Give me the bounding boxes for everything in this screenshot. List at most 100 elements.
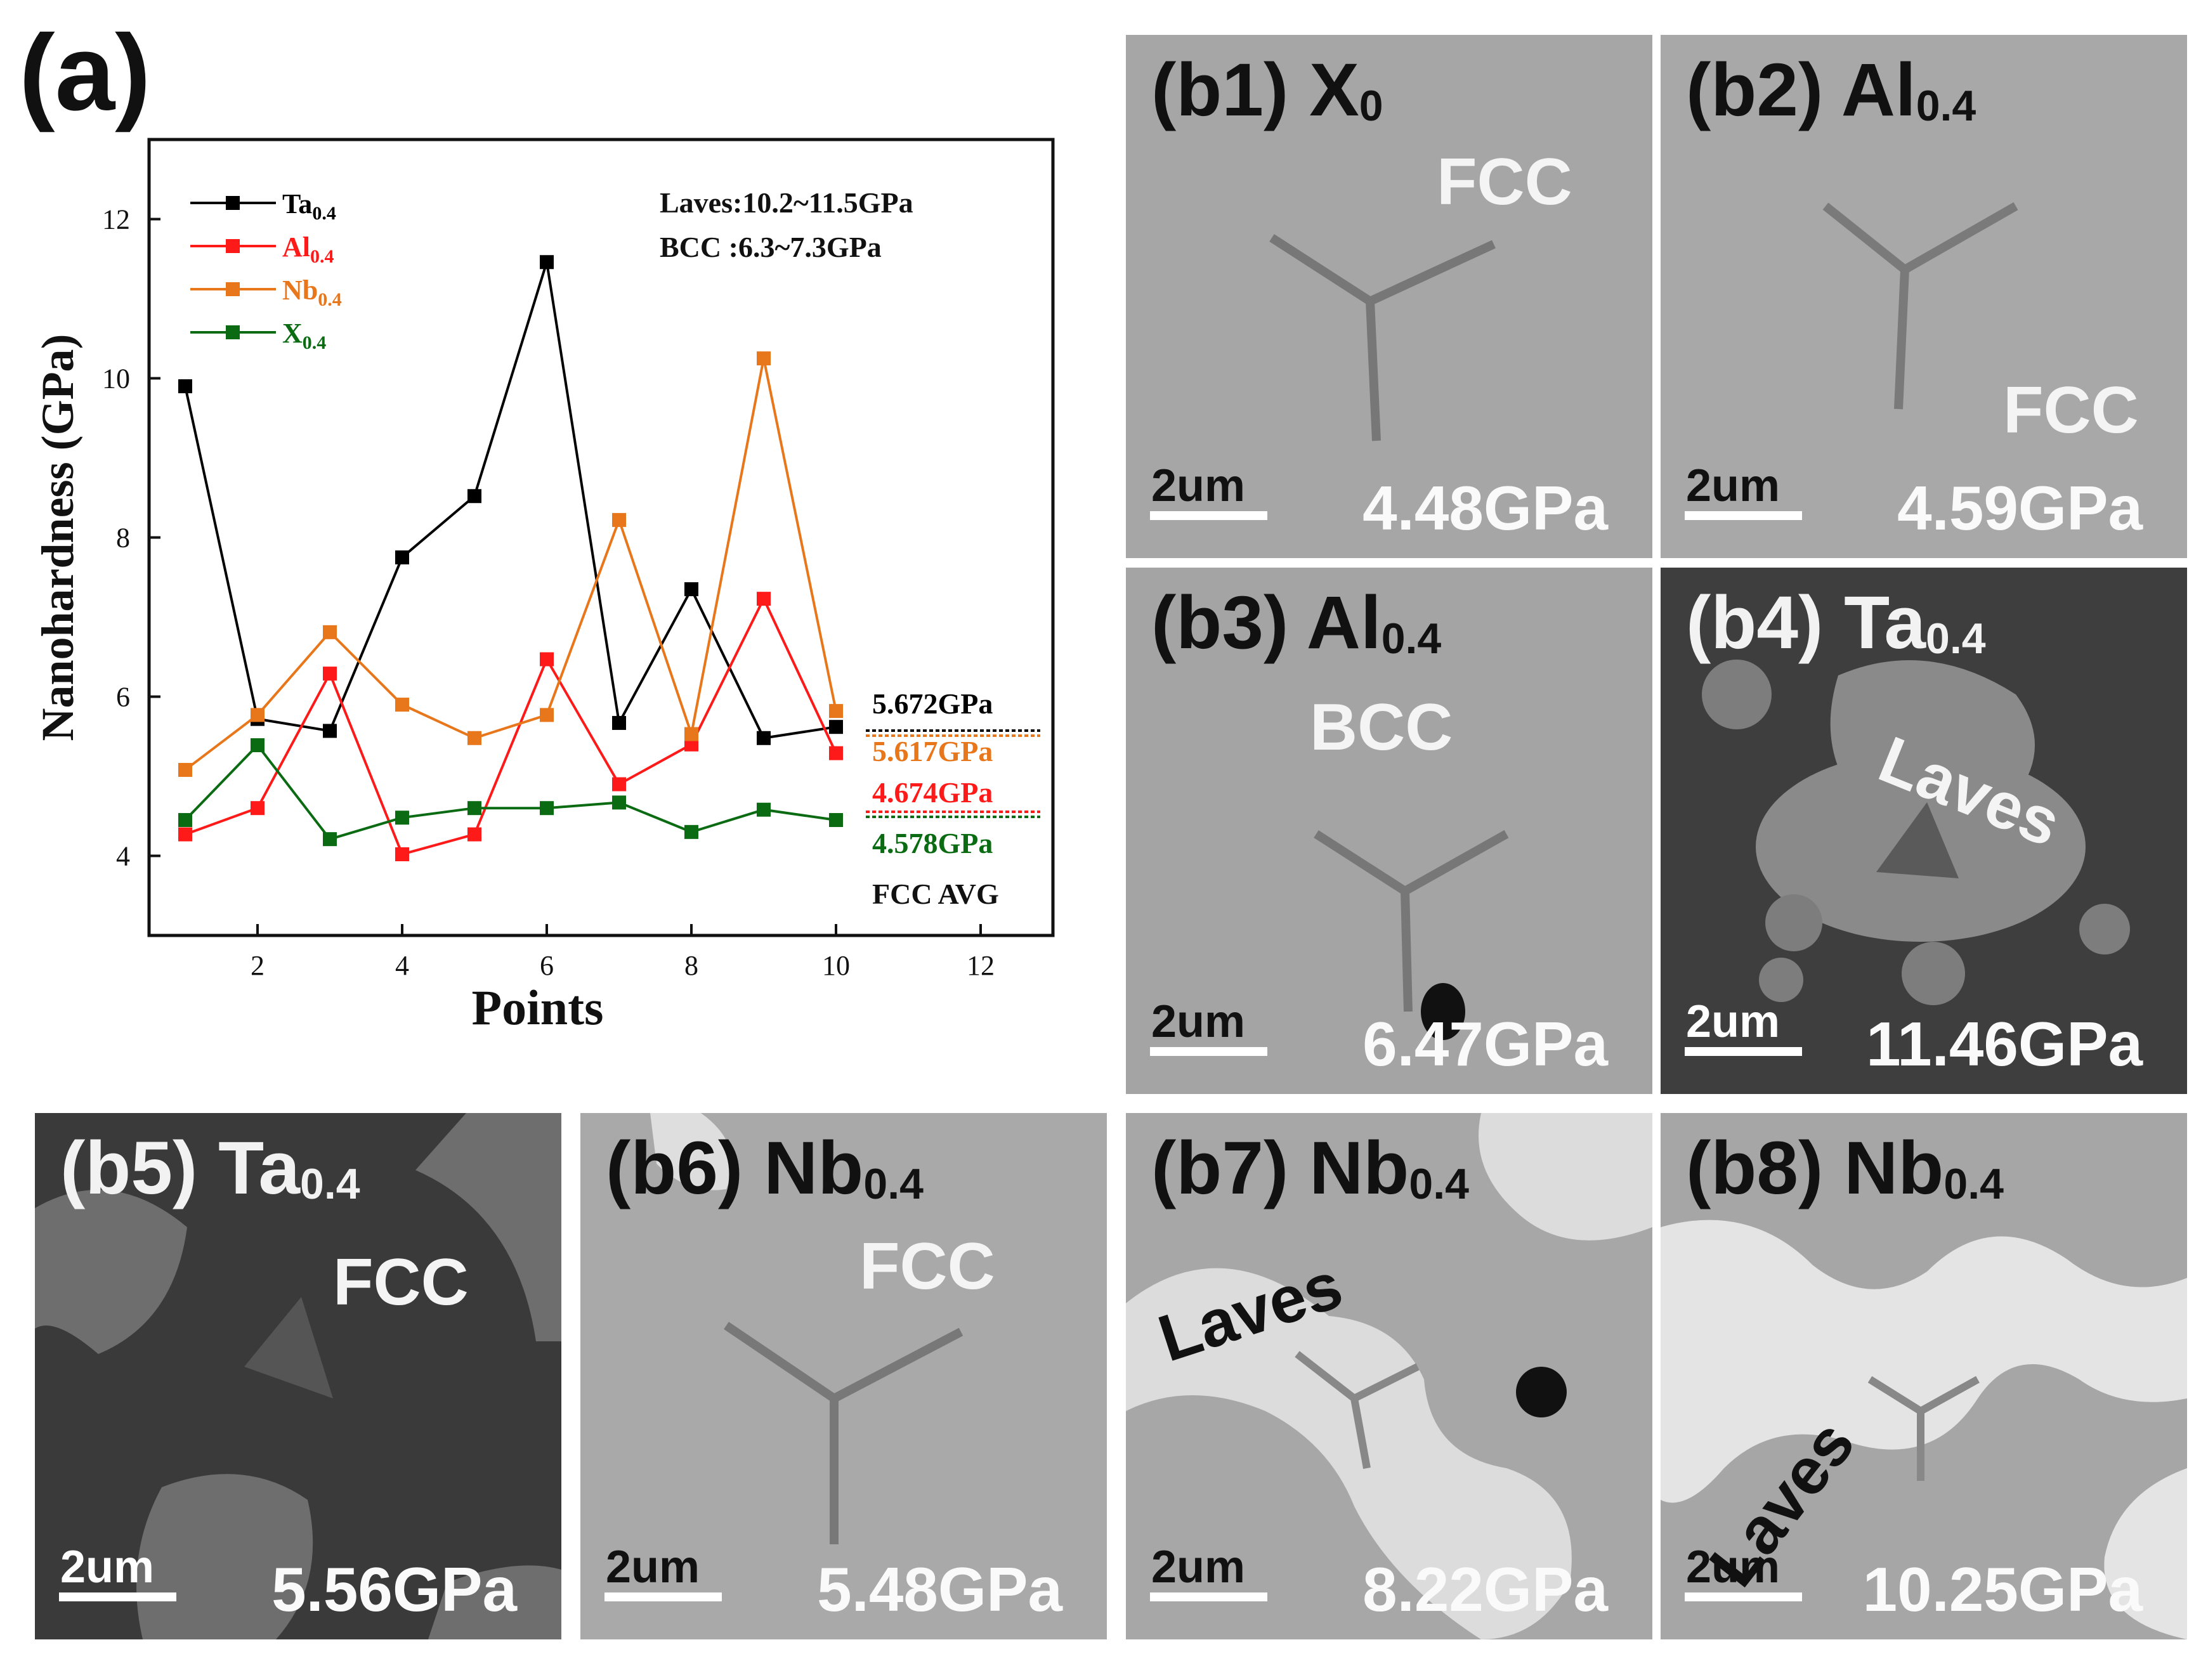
data-point-ta — [684, 582, 698, 597]
tile-label: (b4) Ta0.4 — [1686, 581, 1986, 665]
data-point-nb — [612, 512, 626, 527]
legend-entry-x: X0.4 — [282, 318, 326, 353]
data-point-x — [829, 813, 843, 828]
data-point-x — [178, 813, 192, 828]
avg-value-label: 4.578GPa — [872, 827, 993, 859]
data-point-nb — [757, 351, 771, 366]
scalebar — [1685, 1047, 1802, 1056]
data-point-al — [612, 777, 626, 791]
legend-entry-nb: Nb0.4 — [282, 275, 342, 310]
data-point-al — [540, 652, 554, 667]
hardness-value: 5.56GPa — [271, 1554, 517, 1624]
scalebar-label: 2um — [1151, 460, 1246, 511]
tile-label: (b6) Nb0.4 — [606, 1126, 924, 1210]
hardness-value: 4.48GPa — [1362, 473, 1608, 543]
scalebar — [59, 1592, 176, 1601]
scalebar — [1685, 511, 1802, 520]
x-axis-label: Points — [471, 980, 603, 1035]
tile-b2: (b2) Al0.4 FCC 2um 4.59GPa — [1661, 35, 2187, 558]
tile-b4: (b4) Ta0.4 Laves 2um 11.46GPa — [1661, 568, 2187, 1094]
bcc-range-annotation: BCC :6.3~7.3GPa — [660, 231, 882, 263]
x-tick-label: 12 — [967, 950, 995, 981]
data-point-x — [323, 832, 337, 847]
scalebar — [1685, 1592, 1802, 1601]
x-tick-label: 4 — [395, 950, 409, 981]
phase-label: FCC — [2003, 374, 2139, 447]
legend-entry-ta: Ta0.4 — [282, 188, 336, 224]
indent-mark — [1314, 830, 1509, 1040]
data-point-ta — [757, 731, 771, 745]
scalebar — [1150, 1592, 1267, 1601]
hardness-value: 4.59GPa — [1897, 473, 2143, 543]
series-line-al — [185, 596, 837, 856]
y-tick-label: 12 — [102, 204, 130, 235]
avg-value-label: 4.674GPa — [872, 776, 993, 809]
avg-value-label: 5.617GPa — [872, 735, 993, 767]
tile-b1: (b1) X0 FCC 2um 4.48GPa — [1126, 35, 1652, 558]
panel-a-label: (a) — [19, 13, 151, 133]
tile-b8: (b8) Nb0.4 Laves 2um 10.25GPa — [1661, 1113, 2187, 1639]
legend-entry-al: Al0.4 — [282, 231, 334, 267]
y-axis-label: Nanohardness (GPa) — [32, 334, 83, 741]
tile-label: (b5) Ta0.4 — [60, 1126, 360, 1210]
tile-label: (b2) Al0.4 — [1686, 48, 1976, 132]
hardness-value: 10.25GPa — [1862, 1554, 2143, 1624]
y-tick-label: 10 — [102, 363, 130, 394]
y-tick-label: 8 — [116, 523, 130, 554]
data-point-al — [467, 827, 481, 842]
scalebar — [604, 1592, 722, 1601]
avg-caption: FCC AVG — [872, 878, 999, 910]
tile-label: (b8) Nb0.4 — [1686, 1126, 2004, 1210]
scalebar-label: 2um — [1686, 460, 1780, 511]
data-point-nb — [684, 727, 698, 741]
data-point-ta — [612, 715, 626, 730]
tile-b7: (b7) Nb0.4 Laves 2um 8.22GPa — [1126, 1113, 1652, 1639]
data-point-ta — [323, 724, 337, 738]
y-tick-label: 4 — [116, 841, 130, 872]
data-point-al — [178, 827, 192, 842]
series-line-x — [184, 743, 837, 841]
nanohardness-chart: 2 4 6 8 10 12 4 6 8 10 12 Points Nanohardness (GPa) T… — [32, 138, 1055, 1035]
data-point-al — [251, 801, 265, 816]
data-point-ta — [540, 255, 554, 270]
data-point-x — [612, 795, 626, 810]
tile-b6: (b6) Nb0.4 FCC 2um 5.48GPa — [580, 1113, 1107, 1639]
x-tick-label: 8 — [684, 950, 698, 981]
data-point-x — [757, 802, 771, 817]
phase-label: BCC — [1310, 691, 1453, 764]
x-tick-label: 6 — [540, 950, 554, 981]
hardness-value: 11.46GPa — [1866, 1009, 2143, 1079]
laves-phase-region — [1126, 1113, 1652, 1639]
data-point-al — [323, 667, 337, 681]
data-point-nb — [251, 708, 265, 722]
data-point-nb — [540, 708, 554, 722]
scalebar-label: 2um — [1151, 996, 1246, 1047]
scalebar — [1150, 1047, 1267, 1056]
indent-mark — [1269, 234, 1496, 441]
hardness-value: 8.22GPa — [1362, 1554, 1608, 1624]
indent-mark — [35, 1113, 561, 1639]
tile-label: (b7) Nb0.4 — [1151, 1126, 1469, 1210]
x-tick-label: 2 — [251, 950, 265, 981]
hardness-value: 6.47GPa — [1362, 1009, 1608, 1079]
legend-marker — [226, 282, 240, 296]
scalebar-label: 2um — [1686, 996, 1780, 1047]
data-point-nb — [467, 731, 481, 745]
data-point-al — [395, 847, 409, 861]
scalebar-label: 2um — [60, 1542, 155, 1592]
data-point-x — [684, 824, 698, 839]
data-point-ta — [467, 489, 481, 504]
tile-label: (b1) X0 — [1151, 48, 1383, 132]
data-point-x — [395, 811, 409, 825]
data-point-x — [540, 801, 554, 816]
laves-phase-region — [1661, 1220, 2187, 1639]
legend-marker — [226, 239, 240, 253]
phase-label: FCC — [333, 1246, 469, 1319]
data-point-nb — [323, 625, 337, 639]
data-point-nb — [395, 698, 409, 712]
hardness-value: 5.48GPa — [817, 1554, 1062, 1624]
scalebar — [1150, 511, 1267, 520]
tile-b3: (b3) Al0.4 BCC 2um 6.47GPa — [1126, 568, 1652, 1094]
data-point-ta — [395, 550, 409, 564]
data-point-x — [251, 738, 265, 753]
